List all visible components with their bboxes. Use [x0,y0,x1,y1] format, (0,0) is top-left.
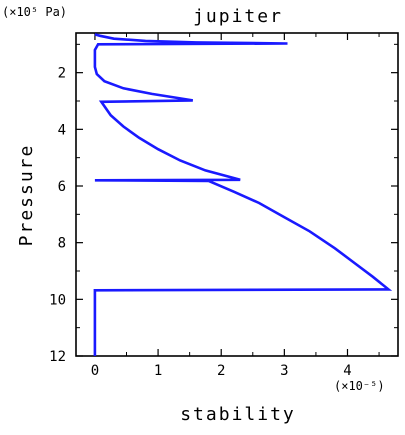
series-line-1 [93,33,393,356]
chart-text: jupiter (×10⁵ Pa) (×10⁻⁵) stability Pres… [2,5,385,425]
x-tick-label: 1 [154,363,162,379]
chart-title: jupiter [193,6,283,27]
x-tick-label: 0 [91,363,99,379]
x-tick-label: 2 [217,363,225,379]
y-tick-label: 12 [49,349,66,365]
y-axis-label: Pressure [16,144,37,247]
series-layer [93,33,393,356]
y-tick-label: 6 [58,179,66,195]
x-axis-label: stability [180,404,296,425]
x-tick-label: 3 [280,363,288,379]
x-tick-label: 4 [343,363,351,379]
y-tick-label: 8 [58,236,66,252]
x-axis-unit: (×10⁻⁵) [334,379,385,393]
y-tick-label: 4 [58,122,66,138]
plot-frame [75,32,399,357]
y-axis-unit: (×10⁵ Pa) [2,5,67,19]
y-tick-label: 2 [58,66,66,82]
y-tick-label: 10 [49,292,66,308]
